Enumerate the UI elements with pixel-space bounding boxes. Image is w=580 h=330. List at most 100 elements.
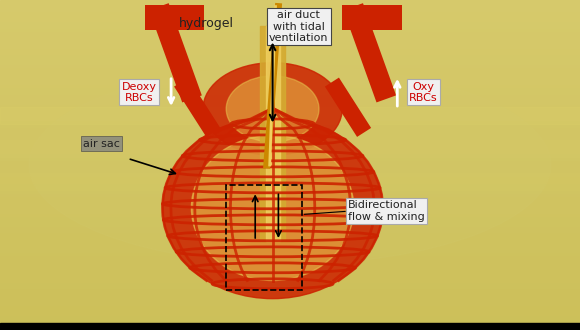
Bar — [0, 82, 580, 86]
Bar — [0, 221, 580, 224]
Bar — [0, 211, 580, 215]
Bar — [0, 96, 580, 99]
Bar — [0, 26, 580, 30]
Bar — [0, 56, 580, 59]
Bar — [0, 139, 580, 142]
Bar — [0, 102, 580, 106]
Bar — [0, 274, 580, 277]
Bar — [0, 89, 580, 92]
Bar — [0, 20, 580, 23]
Bar — [0, 228, 580, 231]
Bar — [0, 79, 580, 82]
Bar — [0, 188, 580, 191]
Bar — [0, 327, 580, 330]
Bar — [0, 43, 580, 46]
Bar — [0, 214, 580, 218]
Bar — [0, 314, 580, 317]
Ellipse shape — [226, 76, 319, 142]
Bar — [0, 320, 580, 323]
Bar — [0, 280, 580, 284]
Bar — [0, 140, 580, 157]
Bar — [0, 224, 580, 228]
Bar — [0, 53, 580, 56]
Bar — [0, 310, 580, 314]
Bar — [0, 290, 580, 294]
Bar — [0, 323, 580, 327]
Ellipse shape — [203, 63, 342, 155]
Bar — [0, 205, 580, 208]
Bar — [0, 13, 580, 16]
Bar — [0, 107, 580, 124]
Bar — [0, 162, 580, 165]
Bar — [0, 241, 580, 244]
Bar — [0, 36, 580, 40]
Bar — [0, 59, 580, 63]
Bar — [0, 271, 580, 274]
Bar — [0, 294, 580, 297]
Bar — [0, 261, 580, 264]
Bar — [0, 251, 580, 254]
Bar — [0, 148, 580, 152]
Bar — [0, 195, 580, 198]
Bar — [0, 198, 580, 201]
Bar — [0, 300, 580, 304]
Bar — [0, 178, 580, 182]
Bar — [0, 165, 580, 168]
Bar — [0, 63, 580, 66]
Bar — [0, 307, 580, 310]
Text: Deoxy
RBCs: Deoxy RBCs — [122, 82, 157, 103]
Bar — [0, 135, 580, 139]
Bar — [0, 86, 580, 89]
Bar — [0, 185, 580, 188]
Bar — [0, 106, 580, 109]
Text: Oxy
RBCs: Oxy RBCs — [409, 82, 438, 103]
Bar — [0, 277, 580, 280]
Bar — [0, 76, 580, 79]
Bar — [0, 129, 580, 132]
Bar — [0, 125, 580, 129]
Bar — [0, 30, 580, 33]
Bar — [0, 254, 580, 257]
Bar — [0, 3, 580, 7]
Bar — [0, 264, 580, 267]
Bar — [0, 257, 580, 261]
Bar — [0, 191, 580, 195]
Bar — [0, 115, 580, 119]
Bar — [0, 16, 580, 20]
Bar — [0, 40, 580, 43]
Bar — [0, 7, 580, 10]
Text: air duct
with tidal
ventilation: air duct with tidal ventilation — [269, 10, 328, 43]
Text: hydrogel: hydrogel — [179, 16, 233, 30]
Bar — [266, 26, 280, 241]
Bar — [260, 26, 285, 241]
Bar — [0, 152, 580, 155]
Ellipse shape — [29, 66, 551, 264]
Bar — [0, 323, 580, 330]
Bar — [0, 297, 580, 300]
Bar — [0, 218, 580, 221]
Bar — [0, 33, 580, 36]
Bar — [0, 244, 580, 248]
Bar — [0, 182, 580, 185]
Bar — [0, 23, 580, 26]
Bar — [0, 158, 580, 162]
Bar — [0, 175, 580, 178]
Bar — [0, 119, 580, 122]
Bar — [0, 248, 580, 251]
Bar — [0, 172, 580, 175]
Bar — [0, 69, 580, 73]
Bar — [0, 99, 580, 102]
Bar — [0, 234, 580, 238]
Bar — [0, 173, 580, 190]
Bar — [0, 73, 580, 76]
Bar — [0, 50, 580, 53]
Text: Bidirectional
flow & mixing: Bidirectional flow & mixing — [348, 200, 425, 222]
Bar — [0, 145, 580, 148]
Bar — [0, 66, 580, 69]
Bar — [0, 267, 580, 271]
Bar — [0, 304, 580, 307]
Bar — [0, 201, 580, 205]
Bar — [0, 10, 580, 13]
Text: air sac: air sac — [83, 139, 120, 148]
Bar — [0, 238, 580, 241]
